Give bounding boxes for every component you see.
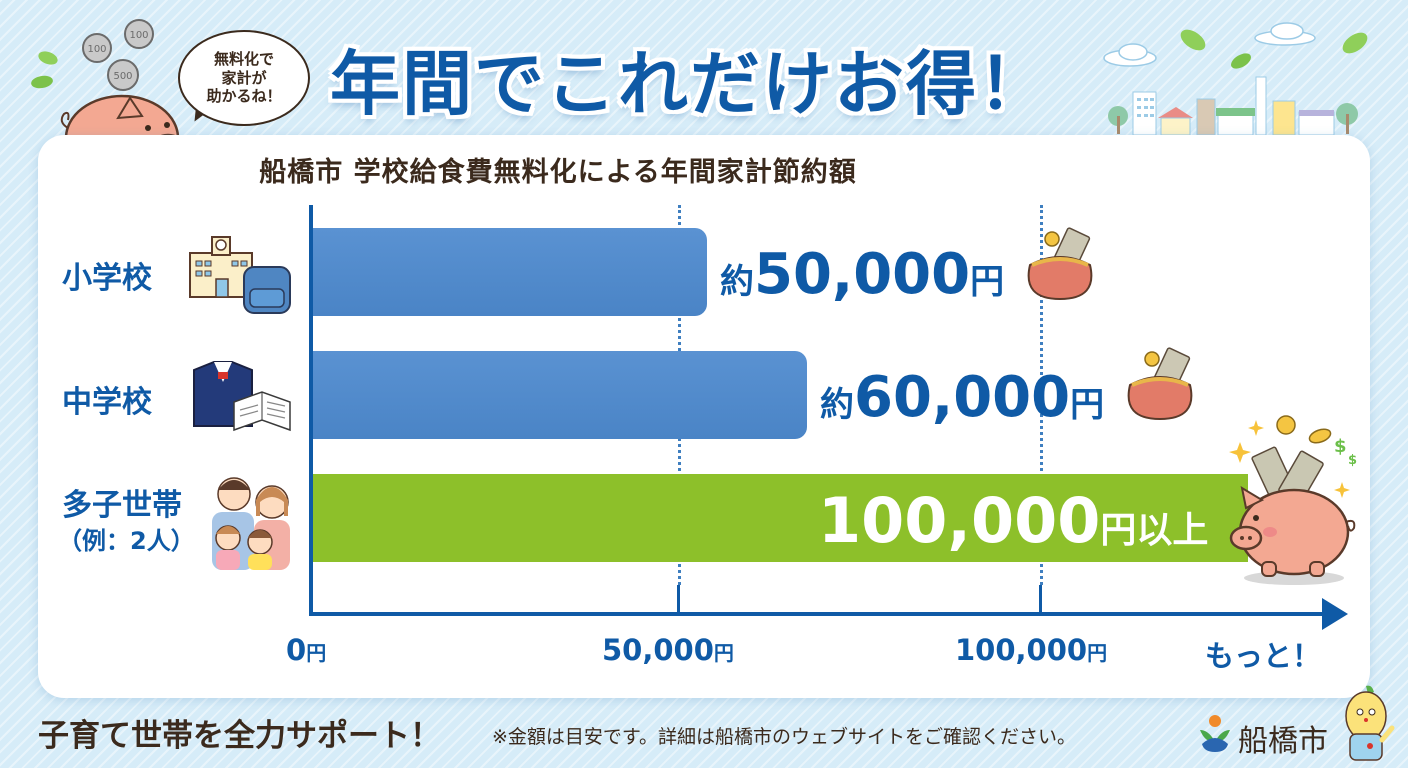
school-backpack-icon [189, 236, 291, 314]
leaf-icon [1180, 29, 1206, 51]
svg-text:500: 500 [113, 71, 132, 82]
svg-text:100: 100 [87, 44, 106, 55]
svg-text:$: $ [1348, 453, 1357, 468]
x-axis [309, 612, 1329, 616]
uniform-book-icon [193, 361, 291, 432]
footer-slogan: 子育て世帯を全力サポート！ [38, 718, 441, 754]
tick-label-50000: 50,000円 [602, 633, 734, 667]
headline-title: 年間でこれだけお得！ [330, 43, 1050, 125]
coin-purse-money-icon [1127, 347, 1193, 421]
pig-snout [1229, 525, 1263, 551]
funabashi-city-logo-icon [1200, 715, 1230, 752]
x-axis-arrow-icon [1322, 598, 1348, 630]
sparkle-icon [1229, 442, 1251, 463]
leaf-icon [1342, 32, 1368, 54]
tick-100000 [1039, 585, 1042, 615]
cloud-icon [1254, 22, 1316, 46]
sparkle-icon [1334, 482, 1350, 498]
family-icon [212, 477, 290, 570]
value-label-multi-child: 100,000 円以上 [818, 484, 1209, 557]
tick-50000 [677, 585, 680, 615]
coin-purse-money-icon [1027, 227, 1093, 301]
leaf-icon [1231, 53, 1251, 69]
category-label-junior-high: 中学校 [62, 385, 152, 420]
bar-elementary-school [313, 228, 707, 316]
value-label-elementary: 約 50,000 円 [720, 242, 1005, 307]
tick-label-more: もっと！ [1205, 639, 1322, 673]
coin-500-icon [107, 59, 139, 91]
tick-label-0: 0円 [286, 633, 327, 667]
coin-100-icon [124, 19, 154, 49]
y-axis [309, 205, 313, 616]
coin-100-icon [82, 33, 112, 63]
speech-bubble: 無料化で 家計が 助かるね！ [178, 30, 310, 126]
chart-title: 船橋市 学校給食費無料化による年間家計節約額 [259, 157, 857, 188]
category-label-elementary: 小学校 [62, 261, 152, 296]
bar-multi-child-household [313, 474, 1248, 562]
sparkle-icon [1248, 420, 1264, 436]
svg-text:100: 100 [129, 30, 148, 41]
mascot-character-illustration [1345, 685, 1395, 761]
bar-junior-high-school [313, 351, 807, 439]
category-sub-label: （例：2人） [58, 527, 195, 555]
tick-label-100000: 100,000円 [955, 633, 1108, 667]
value-label-junior-high: 約 60,000 円 [820, 365, 1105, 430]
leaf-icon [38, 51, 58, 65]
cloud-icon [1103, 43, 1157, 67]
category-label-multi-child: 多子世帯 [62, 488, 182, 523]
gridline-100000 [1040, 205, 1043, 585]
city-logo-text: 船橋市 [1238, 724, 1328, 759]
leaf-icon [31, 75, 53, 89]
piggy-bank-bills-illustration: $ $ [1229, 415, 1357, 585]
coin-icon [1276, 415, 1296, 435]
city-skyline-illustration [1108, 76, 1358, 136]
dollar-sign-icon: $ [1334, 436, 1347, 457]
footer-note: ※金額は目安です。詳細は船橋市のウェブサイトをご確認ください。 [492, 726, 1077, 748]
